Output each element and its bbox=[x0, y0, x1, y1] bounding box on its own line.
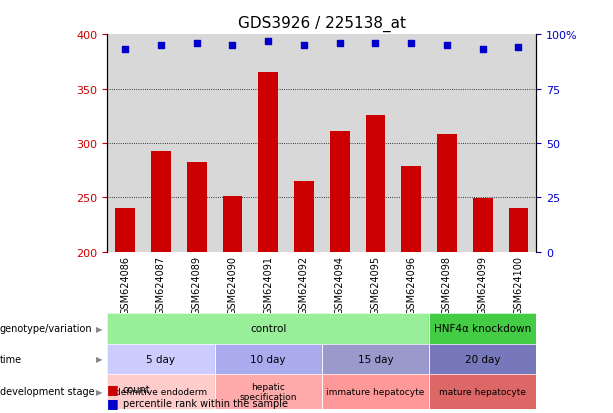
Bar bbox=[322, 374, 429, 409]
Text: GSM624098: GSM624098 bbox=[442, 255, 452, 314]
Point bbox=[406, 40, 416, 47]
Text: 5 day: 5 day bbox=[147, 354, 175, 364]
Text: ■: ■ bbox=[107, 382, 119, 396]
Bar bbox=[509, 209, 528, 252]
Bar bbox=[429, 374, 536, 409]
Bar bbox=[215, 344, 322, 374]
Bar bbox=[330, 132, 349, 252]
Bar bbox=[107, 344, 215, 374]
Text: GSM624100: GSM624100 bbox=[514, 255, 524, 314]
Text: GSM624095: GSM624095 bbox=[370, 255, 381, 314]
Text: GSM624092: GSM624092 bbox=[299, 255, 309, 314]
Text: GSM624089: GSM624089 bbox=[192, 255, 202, 314]
Bar bbox=[107, 313, 429, 344]
Point bbox=[192, 40, 202, 47]
Bar bbox=[437, 135, 457, 252]
Text: GSM624091: GSM624091 bbox=[263, 255, 273, 314]
Bar bbox=[473, 199, 493, 252]
Text: hepatic
specification: hepatic specification bbox=[240, 382, 297, 401]
Text: ▶: ▶ bbox=[96, 324, 102, 333]
Point bbox=[120, 47, 130, 54]
Point bbox=[227, 43, 237, 49]
Point bbox=[335, 40, 345, 47]
Text: 20 day: 20 day bbox=[465, 354, 500, 364]
Bar bbox=[107, 374, 215, 409]
Text: HNF4α knockdown: HNF4α knockdown bbox=[434, 324, 531, 334]
Bar bbox=[107, 374, 215, 409]
Text: genotype/variation: genotype/variation bbox=[0, 324, 93, 334]
Text: development stage: development stage bbox=[0, 387, 94, 396]
Text: definitive endoderm: definitive endoderm bbox=[115, 387, 207, 396]
Bar bbox=[215, 344, 322, 374]
Text: GSM624087: GSM624087 bbox=[156, 255, 166, 314]
Text: time: time bbox=[0, 354, 22, 364]
Bar bbox=[151, 151, 171, 252]
Text: control: control bbox=[250, 324, 286, 334]
Bar bbox=[429, 374, 536, 409]
Bar bbox=[223, 197, 242, 252]
Text: GSM624086: GSM624086 bbox=[120, 255, 130, 314]
Text: mature hepatocyte: mature hepatocyte bbox=[440, 387, 526, 396]
Text: percentile rank within the sample: percentile rank within the sample bbox=[123, 398, 287, 408]
Bar bbox=[215, 374, 322, 409]
Text: ■: ■ bbox=[107, 396, 119, 409]
Title: GDS3926 / 225138_at: GDS3926 / 225138_at bbox=[238, 16, 406, 32]
Text: GSM624090: GSM624090 bbox=[227, 255, 237, 314]
Bar bbox=[294, 181, 314, 252]
Text: 15 day: 15 day bbox=[357, 354, 394, 364]
Point bbox=[299, 43, 309, 49]
Bar bbox=[429, 313, 536, 344]
Point bbox=[264, 38, 273, 45]
Bar bbox=[429, 344, 536, 374]
Point bbox=[156, 43, 166, 49]
Bar bbox=[322, 344, 429, 374]
Bar bbox=[322, 344, 429, 374]
Text: ▶: ▶ bbox=[96, 354, 102, 363]
Point bbox=[370, 40, 380, 47]
Bar bbox=[187, 163, 207, 252]
Text: count: count bbox=[123, 384, 150, 394]
Bar bbox=[322, 374, 429, 409]
Point bbox=[442, 43, 452, 49]
Bar bbox=[115, 209, 135, 252]
Bar bbox=[258, 73, 278, 252]
Bar bbox=[215, 374, 322, 409]
Bar bbox=[402, 166, 421, 252]
Text: GSM624094: GSM624094 bbox=[335, 255, 345, 314]
Text: GSM624096: GSM624096 bbox=[406, 255, 416, 314]
Bar bbox=[107, 313, 429, 344]
Text: ▶: ▶ bbox=[96, 387, 102, 396]
Text: GSM624099: GSM624099 bbox=[478, 255, 488, 314]
Text: 10 day: 10 day bbox=[251, 354, 286, 364]
Bar bbox=[365, 115, 386, 252]
Point bbox=[478, 47, 488, 54]
Bar bbox=[107, 344, 215, 374]
Point bbox=[514, 45, 524, 52]
Bar bbox=[429, 313, 536, 344]
Bar bbox=[429, 344, 536, 374]
Text: immature hepatocyte: immature hepatocyte bbox=[326, 387, 425, 396]
